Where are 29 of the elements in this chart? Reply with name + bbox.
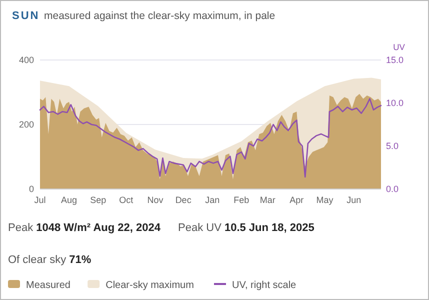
x-tick-label: Apr [290,195,304,205]
text: Of clear sky 71% [8,254,92,266]
chart-subtitle: measured against the clear-sky maximum, in pale [44,10,276,22]
x-tick-label: Sep [90,195,106,205]
y2-axis-title: UV [393,42,406,52]
chart-title: SUN [12,10,40,22]
x-tick-label: Nov [147,195,164,205]
line-series [39,98,382,178]
x-tick-label: Jun [346,195,362,205]
x-tick-label: Mar [260,195,276,205]
y2-tick-label: 0.0 [386,184,399,194]
y2-tick-label: 10.0 [386,98,404,108]
legend-label: Measured [26,280,70,291]
x-tick-label: Jan [205,195,220,205]
x-tick-label: Oct [119,195,134,205]
text: Peak 1048 W/m² Aug 22, 2024 [8,222,162,234]
y2-tick-label: 15.0 [386,55,404,66]
y2-tick-label: 5.0 [386,141,399,152]
legend-label: Clear-sky maximum [106,280,194,291]
x-tick-label: Feb [234,195,250,205]
x-tick-label: Jul [34,195,46,205]
y-tick-label: 200 [18,120,34,130]
legend-label: UV, right scale [232,280,297,291]
x-tick-label: May [316,195,334,205]
y-tick-label: 0 [28,184,34,194]
x-tick-label: Aug [61,195,78,205]
text: Peak UV 10.5 Jun 18, 2025 [178,222,314,234]
x-tick-label: Dec [175,195,192,205]
y-tick-label: 400 [18,55,34,66]
